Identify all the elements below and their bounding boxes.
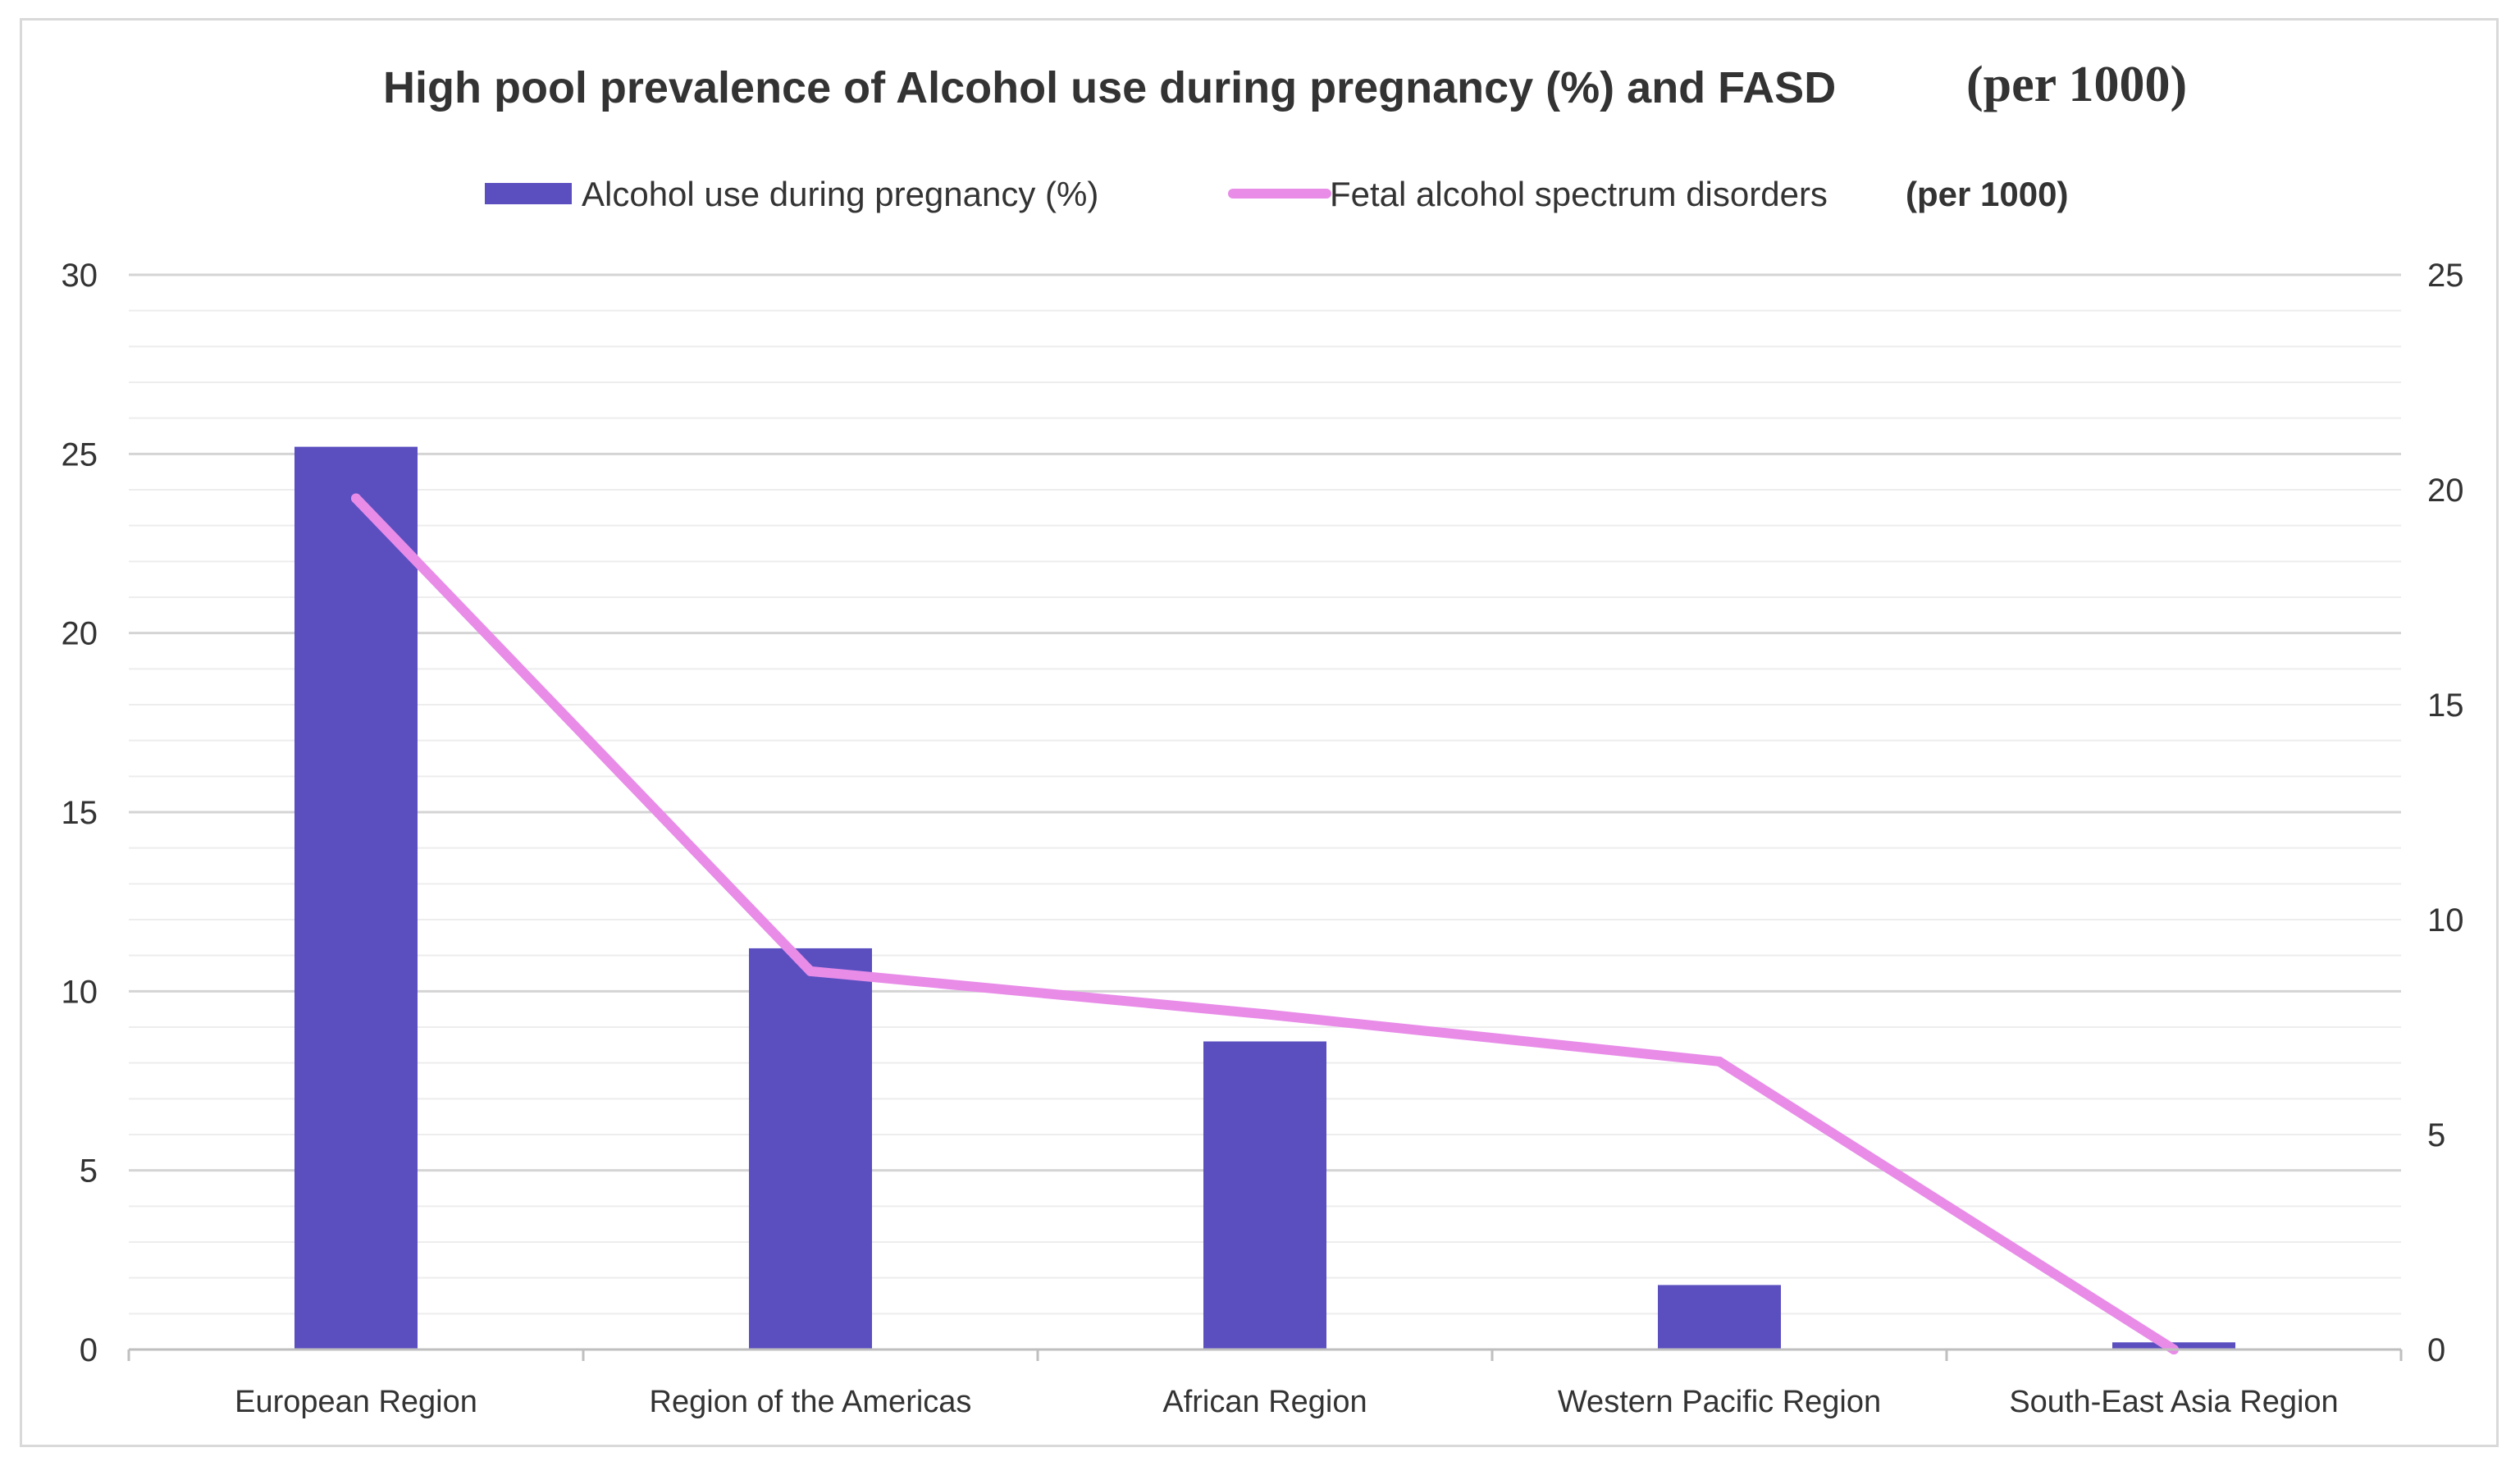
grid-layer <box>129 273 2401 1351</box>
x-category-label: Western Pacific Region <box>1558 1385 1881 1419</box>
fasd-point <box>351 493 361 504</box>
chart-title: High pool prevalence of Alcohol use duri… <box>383 63 1836 112</box>
y-right-tick-label: 0 <box>2427 1332 2445 1368</box>
bar-layer <box>294 446 2235 1350</box>
y-right-tick-label: 20 <box>2427 473 2464 509</box>
fasd-point <box>806 966 815 976</box>
legend-label-line: Fetal alcohol spectrum disorders <box>1330 175 1828 213</box>
y-left-tick-label: 15 <box>62 795 98 831</box>
y-right-tick-label: 25 <box>2427 258 2464 294</box>
x-category-label: Region of the Americas <box>650 1385 972 1419</box>
chart-frame: 0 5 10 15 20 25 30 0 5 10 15 20 25 European Region Reg… <box>20 18 2499 1447</box>
y-left-tick-label: 25 <box>62 436 98 473</box>
bar <box>1203 1041 1326 1350</box>
axis-layer: 0 5 10 15 20 25 30 0 5 10 15 20 25 European Region Reg… <box>62 258 2464 1419</box>
chart-title-suffix: (per 1000) <box>1966 57 2187 112</box>
bar <box>1658 1285 1781 1350</box>
legend-label-line-suffix: (per 1000) <box>1906 175 2068 213</box>
legend-label-bar: Alcohol use during pregnancy (%) <box>582 175 1098 213</box>
bar <box>294 446 418 1350</box>
fasd-point <box>1260 1009 1270 1020</box>
y-right-tick-label: 15 <box>2427 687 2464 724</box>
bar <box>749 948 872 1350</box>
x-category-label: African Region <box>1162 1385 1367 1419</box>
y-left-tick-label: 10 <box>62 974 98 1010</box>
y-left-tick-label: 5 <box>80 1153 98 1190</box>
y-right-tick-label: 10 <box>2427 902 2464 939</box>
y-right-tick-label: 5 <box>2427 1117 2445 1153</box>
chart-svg: 0 5 10 15 20 25 30 0 5 10 15 20 25 European Region Reg… <box>62 57 2464 1419</box>
x-category-label: European Region <box>235 1385 477 1419</box>
legend: Alcohol use during pregnancy (%) Fetal a… <box>485 175 2068 213</box>
fasd-point <box>1714 1056 1724 1066</box>
y-left-tick-label: 20 <box>62 616 98 652</box>
legend-swatch-bar <box>485 183 572 204</box>
y-left-tick-label: 0 <box>80 1332 98 1368</box>
x-category-label: South-East Asia Region <box>2009 1385 2338 1419</box>
y-left-tick-label: 30 <box>62 258 98 294</box>
